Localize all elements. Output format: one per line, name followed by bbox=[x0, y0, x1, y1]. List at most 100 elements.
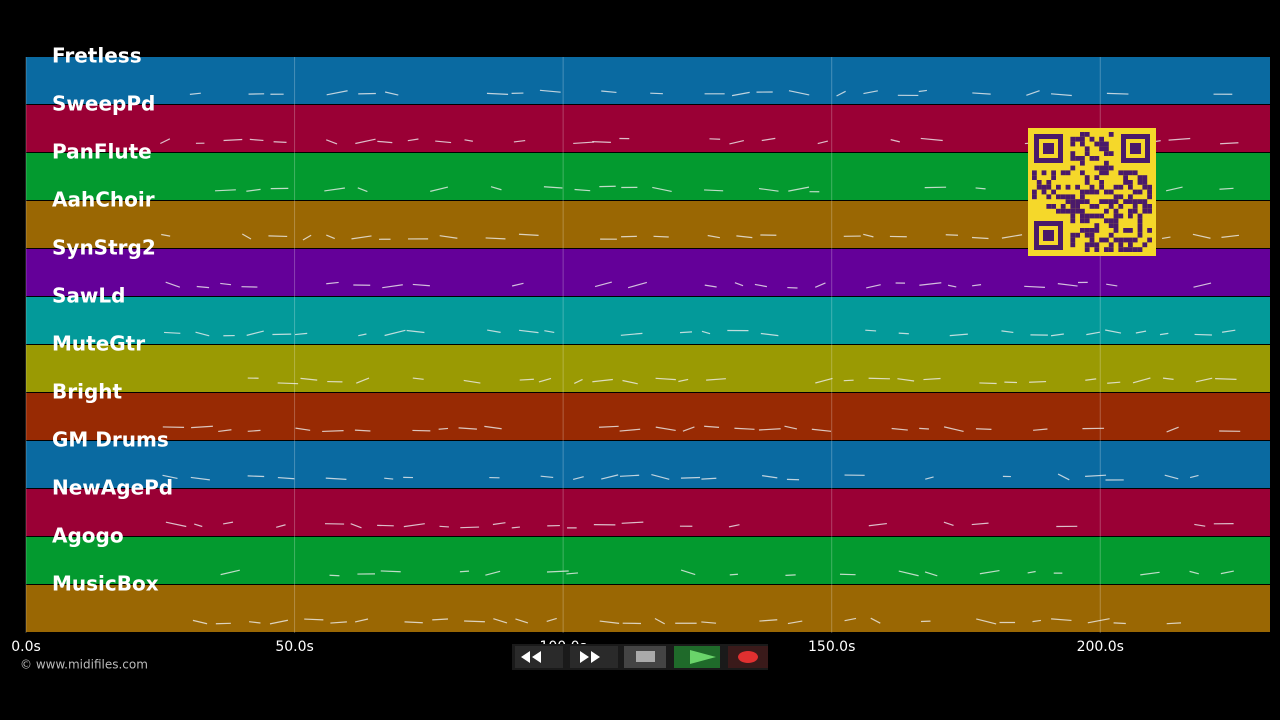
qr-module bbox=[1104, 141, 1109, 147]
note bbox=[358, 333, 367, 337]
qr-module bbox=[1075, 156, 1080, 161]
note bbox=[329, 574, 340, 577]
qr-module bbox=[1032, 189, 1037, 195]
track-name: SawLd bbox=[52, 284, 125, 308]
qr-module bbox=[1041, 184, 1047, 190]
note bbox=[836, 90, 846, 97]
qr-module bbox=[1142, 208, 1148, 214]
note bbox=[891, 427, 908, 431]
note bbox=[762, 475, 778, 479]
qr-module bbox=[1118, 204, 1124, 209]
qr-module bbox=[1132, 170, 1138, 176]
qr-module bbox=[1142, 180, 1148, 185]
note bbox=[220, 569, 240, 576]
qr-module bbox=[1123, 170, 1128, 176]
qr-module bbox=[1094, 175, 1100, 180]
qr-module bbox=[1099, 213, 1104, 219]
play-button[interactable] bbox=[674, 646, 720, 668]
qr-module bbox=[1075, 199, 1080, 204]
qr-module bbox=[1147, 189, 1152, 195]
note bbox=[925, 476, 934, 480]
note bbox=[736, 235, 753, 239]
qr-module bbox=[1108, 165, 1114, 171]
note bbox=[249, 138, 264, 142]
qr-module bbox=[1065, 199, 1071, 204]
qr-module bbox=[1118, 213, 1124, 219]
forward-button[interactable] bbox=[570, 646, 618, 668]
note bbox=[324, 187, 345, 192]
qr-module bbox=[1099, 170, 1104, 176]
qr-module bbox=[1128, 228, 1133, 233]
note bbox=[1221, 329, 1236, 333]
note bbox=[164, 331, 181, 334]
qr-module bbox=[1080, 132, 1085, 137]
track-band bbox=[26, 441, 1270, 488]
note bbox=[484, 425, 502, 430]
note bbox=[1159, 332, 1169, 336]
qr-module bbox=[1137, 228, 1143, 233]
note bbox=[1194, 523, 1206, 527]
note bbox=[539, 89, 561, 93]
note bbox=[511, 526, 520, 529]
qr-module bbox=[1094, 141, 1100, 147]
note bbox=[728, 524, 740, 528]
note bbox=[1168, 137, 1191, 141]
qr-module bbox=[1084, 218, 1090, 224]
note bbox=[979, 569, 1000, 575]
note bbox=[1027, 570, 1036, 574]
transport bbox=[512, 644, 768, 670]
track-band bbox=[26, 489, 1270, 536]
record-button[interactable] bbox=[728, 646, 768, 668]
note bbox=[729, 573, 738, 576]
note bbox=[592, 141, 611, 143]
rewind-button[interactable] bbox=[515, 646, 563, 668]
qr-module bbox=[1147, 184, 1152, 190]
note bbox=[682, 426, 695, 432]
note bbox=[357, 187, 368, 193]
note bbox=[574, 378, 583, 384]
note bbox=[490, 186, 502, 191]
track-band bbox=[26, 249, 1270, 296]
note bbox=[1026, 90, 1040, 96]
note bbox=[598, 425, 619, 428]
qr-module bbox=[1080, 199, 1085, 204]
qr-module bbox=[1070, 213, 1076, 219]
note bbox=[679, 331, 693, 334]
note bbox=[1140, 571, 1160, 576]
note bbox=[485, 237, 506, 240]
qr-module bbox=[1080, 160, 1085, 166]
note bbox=[544, 330, 555, 334]
stop-button[interactable] bbox=[624, 646, 666, 668]
note bbox=[277, 382, 299, 385]
qr-module bbox=[1084, 242, 1090, 248]
note bbox=[1050, 333, 1064, 337]
qr-module bbox=[1094, 247, 1100, 252]
note bbox=[246, 188, 261, 192]
qr-module bbox=[1104, 237, 1109, 243]
note bbox=[276, 524, 286, 528]
track-band bbox=[26, 393, 1270, 440]
note bbox=[435, 140, 452, 144]
qr-module bbox=[1137, 189, 1143, 195]
note bbox=[655, 426, 676, 432]
note bbox=[620, 332, 643, 336]
note bbox=[1192, 233, 1211, 239]
note bbox=[384, 477, 394, 480]
note bbox=[622, 379, 638, 385]
note bbox=[277, 476, 295, 480]
note bbox=[438, 427, 449, 430]
note bbox=[704, 189, 724, 192]
qr-module bbox=[1084, 247, 1090, 252]
track-name: NewAgePd bbox=[52, 476, 173, 500]
qr-module bbox=[1070, 232, 1076, 238]
qr-module bbox=[1070, 136, 1076, 142]
qr-module bbox=[1104, 151, 1109, 156]
qr-module bbox=[1137, 247, 1143, 252]
note bbox=[326, 139, 338, 145]
qr-module bbox=[1123, 175, 1128, 180]
qr-module bbox=[1113, 184, 1119, 190]
note bbox=[161, 233, 171, 237]
qr-module bbox=[1046, 184, 1052, 190]
